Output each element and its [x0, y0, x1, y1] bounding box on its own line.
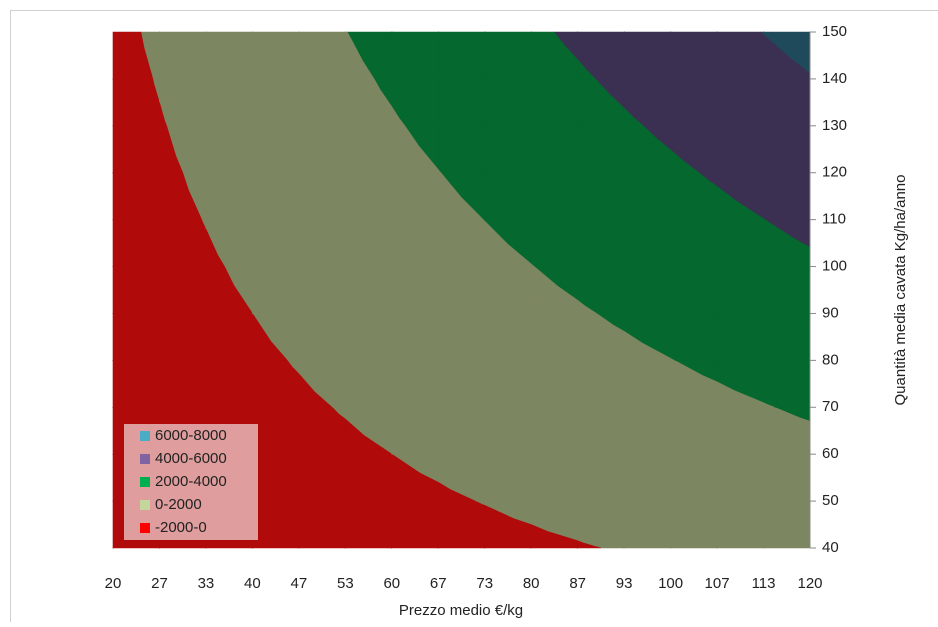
contour-region [159, 102, 165, 127]
contour-region [484, 504, 515, 549]
legend-swatch [140, 523, 150, 533]
contour-region [716, 185, 737, 221]
y-tick-label: 140 [822, 70, 847, 87]
legend-label: 0-2000 [155, 496, 202, 513]
contour-region [205, 228, 218, 268]
contour-region [530, 263, 533, 268]
legend-swatch [140, 454, 150, 464]
x-tick-label: 20 [105, 575, 122, 592]
x-tick-label: 33 [198, 575, 215, 592]
contour-region [716, 381, 735, 408]
contour-region [298, 31, 347, 80]
contour-region [623, 330, 643, 362]
contour-region [437, 168, 441, 174]
x-tick-label: 120 [797, 575, 822, 592]
contour-region [391, 453, 421, 502]
y-tick-label: 70 [822, 398, 839, 415]
legend-label: 6000-8000 [155, 427, 227, 444]
y-tick-label: 120 [822, 164, 847, 181]
contour-region [345, 31, 364, 80]
x-tick-label: 100 [658, 575, 683, 592]
x-axis-title: Prezzo medio €/kg [399, 602, 523, 619]
x-tick-label: 113 [752, 575, 776, 592]
contour-region [298, 372, 315, 408]
contour-region [530, 31, 565, 80]
y-tick-label: 100 [822, 258, 847, 275]
contour-region [159, 31, 207, 80]
legend-swatch [140, 477, 150, 487]
x-tick-label: 67 [430, 575, 447, 592]
y-tick-label: 110 [822, 211, 846, 228]
contour-region [623, 107, 634, 127]
contour-region [252, 31, 300, 80]
contour-region [577, 58, 587, 80]
contour-region [670, 31, 718, 80]
y-tick-label: 80 [822, 351, 839, 368]
x-tick-label: 27 [151, 575, 168, 592]
x-tick-label: 87 [569, 575, 586, 592]
x-tick-label: 93 [616, 575, 633, 592]
x-tick-label: 107 [705, 575, 730, 592]
contour-region [716, 31, 763, 80]
contour-region [205, 31, 254, 80]
y-tick-label: 40 [822, 539, 839, 556]
y-tick-label: 90 [822, 304, 839, 321]
contour-region [484, 31, 532, 80]
contour-region [391, 105, 400, 127]
legend-label: -2000-0 [155, 519, 207, 536]
legend: 6000-8000 4000-6000 2000-4000 0-2000 -2000-0 [124, 424, 258, 540]
contour-region [577, 540, 584, 549]
contour-region [577, 299, 586, 315]
plot-area [112, 31, 811, 549]
contour-region [112, 31, 145, 80]
y-tick-label: 60 [822, 445, 839, 462]
contour-region [763, 218, 765, 221]
contour-region [437, 481, 451, 502]
x-tick-label: 40 [244, 575, 261, 592]
legend-swatch [140, 431, 150, 441]
x-tick-label: 60 [383, 575, 400, 592]
y-tick-label: 130 [822, 117, 847, 134]
y-axis-title: Quantità media cavata Kg/ha/anno [892, 175, 909, 406]
legend-swatch [140, 500, 150, 510]
contour-region [345, 418, 365, 455]
legend-label: 2000-4000 [155, 473, 227, 490]
contour-region [670, 149, 684, 174]
contour-region [530, 524, 549, 549]
y-tick-label: 50 [822, 492, 839, 509]
legend-label: 4000-6000 [155, 450, 227, 467]
contour-region [252, 312, 272, 362]
contour-region [763, 402, 768, 408]
contour-region [484, 220, 508, 268]
x-tick-label: 53 [337, 575, 354, 592]
x-tick-label: 80 [523, 575, 540, 592]
axes: 40 50 60 70 80 90 100 110 120 130 140 150 20 27 33 40 47… [105, 23, 847, 592]
contour-region [670, 357, 673, 362]
y-tick-label: 150 [822, 23, 847, 40]
contour-region [623, 31, 672, 80]
contour-region [763, 34, 788, 80]
x-tick-label: 47 [291, 575, 308, 592]
contour-region [437, 31, 486, 80]
x-tick-label: 73 [476, 575, 493, 592]
contour-region [391, 31, 439, 80]
